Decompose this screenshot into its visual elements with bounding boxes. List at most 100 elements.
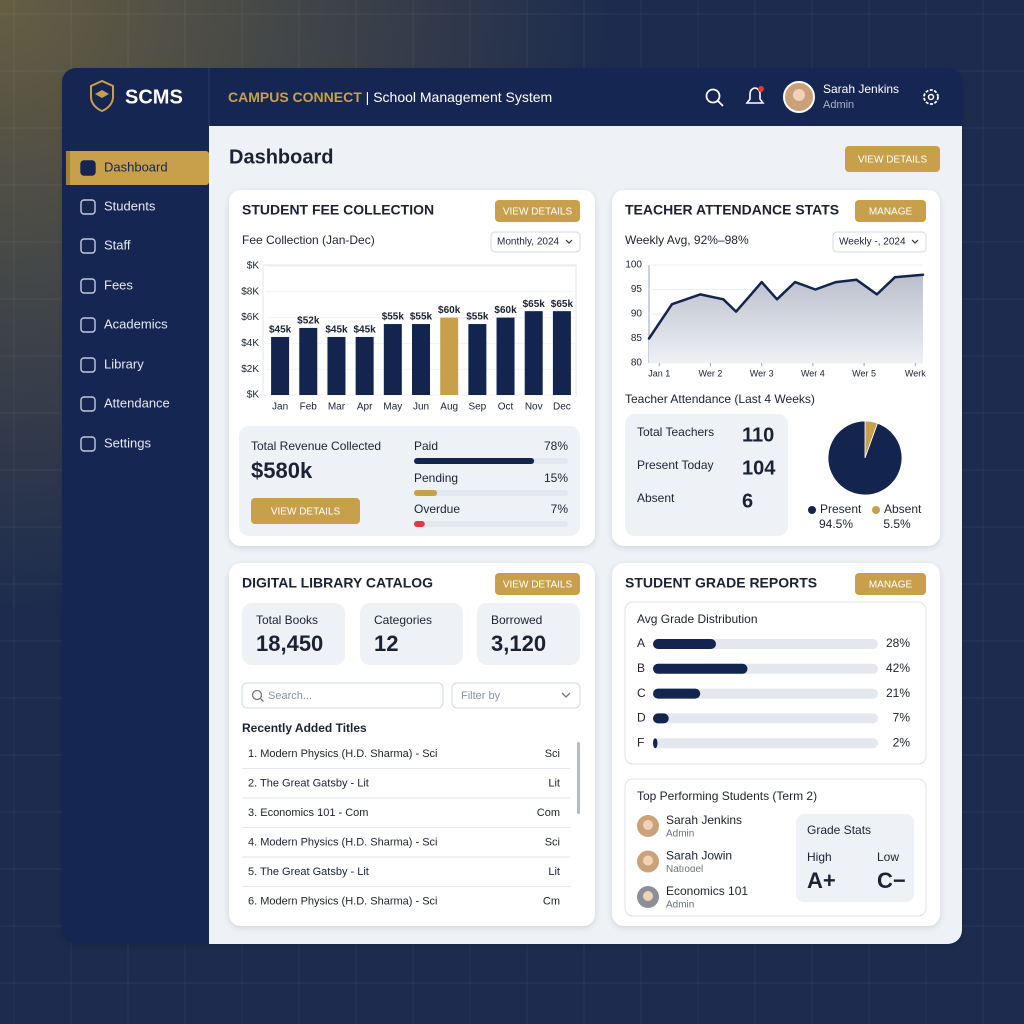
notification-dot [758,86,764,92]
settings-icon[interactable] [923,89,939,105]
chart-title: Fee Collection (Jan-Dec) [242,233,375,247]
app-name: CAMPUS CONNECT [228,89,362,105]
bar [468,324,487,395]
student-name: Sarah Jowin [666,849,732,863]
section-title: Teacher Attendance (Last 4 Weeks) [625,392,815,406]
x-tick-label: Mar [328,402,346,413]
nav-icon [80,238,96,254]
x-tick-label: Wer 3 [750,368,774,378]
bell-icon[interactable] [745,87,765,104]
bar-value-label: $65k [551,299,574,310]
page-title: Dashboard [229,146,333,168]
row-title[interactable]: 6. Modern Physics (H.D. Sharma) - Sci [248,895,438,907]
row-tag: Lit [548,866,560,878]
row-title[interactable]: 5. The Great Gatsby - Lit [248,866,369,878]
progress-label: Paid [414,439,438,453]
button[interactable] [495,573,580,595]
y-tick-label: $2K [241,364,259,375]
student-role: Admin [666,900,694,911]
nav-icon [80,396,96,412]
brand: SCMS [125,86,183,108]
bar [271,336,290,395]
student-role: Admin [666,829,694,840]
bar [383,324,402,395]
row-title[interactable]: 3. Economics 101 - Com [248,807,368,819]
y-tick-label: $4K [241,338,259,349]
student-name: Economics 101 [666,884,748,898]
bar-value-label: $55k [410,312,433,323]
chart-title: Weekly Avg, 92%–98% [625,233,749,247]
chevron [561,692,571,698]
stat-label: Present Today [637,458,714,472]
stat-value: 104 [742,457,776,479]
nav-item[interactable]: Settings [104,435,151,450]
row-tag: Sci [545,836,560,848]
nav-active [66,151,209,185]
card-title: DIGITAL LIBRARY CATALOG [242,575,433,591]
row-title[interactable]: 1. Modern Physics (H.D. Sharma) - Sci [248,748,438,760]
stat-value: 110 [742,424,774,446]
search-box[interactable] [241,682,444,709]
logo [90,79,114,113]
nav-icon [80,278,96,294]
legend-dot [808,506,816,514]
button[interactable] [251,498,360,524]
scrollbar [577,742,580,814]
x-tick-label: Feb [300,402,318,413]
nav-icon [80,160,96,176]
row-title[interactable]: 4. Modern Physics (H.D. Sharma) - Sci [248,836,438,848]
grade-stats-value: A+ [807,868,836,893]
y-tick-label: 100 [625,260,642,271]
button[interactable] [855,573,926,595]
nav-icon [80,357,96,373]
button[interactable] [495,200,580,222]
stat-box [242,603,345,665]
grade-value: 2% [893,735,911,749]
dropdown[interactable] [490,231,581,253]
grade-stats-value: C− [877,868,906,893]
nav-item[interactable]: Attendance [104,395,170,410]
nav-icon [80,436,96,452]
x-tick-label: Nov [525,402,543,413]
bar [440,317,459,395]
nav-item[interactable]: Library [104,356,144,371]
line [647,273,925,340]
nav-item[interactable]: Dashboard [104,159,168,174]
stat-value: 18,450 [256,631,323,656]
nav-icon [80,317,96,333]
search-icon[interactable] [705,88,721,104]
dropdown-label: Weekly -, 2024 [839,237,906,248]
nav-item[interactable]: Academics [104,316,168,331]
row-title[interactable]: 2. The Great Gatsby - Lit [248,777,369,789]
nav-item[interactable]: Fees [104,277,133,292]
progress-track [414,490,568,496]
bar-value-label: $55k [382,312,405,323]
dropdown[interactable] [832,231,927,253]
stat-value: 12 [374,631,398,656]
stat-label: Absent [637,491,675,505]
stat-value: 3,120 [491,631,546,656]
grade-stats-label: High [807,850,832,864]
bar-value-label: $45k [325,325,348,336]
x-tick-label: Sep [468,402,486,413]
stat-label: Total Books [256,613,318,627]
row-tag: Cm [543,895,560,907]
bar [552,311,571,395]
button-label: VIEW DETAILS [503,580,573,591]
filter-dropdown[interactable] [451,682,581,709]
student-face [643,855,653,866]
nav-item[interactable]: Students [104,198,156,213]
button-label: VIEW DETAILS [503,207,573,218]
button[interactable] [855,200,926,222]
bar [355,336,374,395]
chart-title: Avg Grade Distribution [637,612,758,626]
button[interactable] [845,146,940,172]
bar-value-label: $45k [269,325,292,336]
grade-track [653,688,878,699]
stat-value: 6 [742,490,753,512]
nav-item[interactable]: Staff [104,237,131,252]
x-tick-label: Jan [272,402,288,413]
stat-box [360,603,463,665]
nav-active-edge [66,151,70,185]
